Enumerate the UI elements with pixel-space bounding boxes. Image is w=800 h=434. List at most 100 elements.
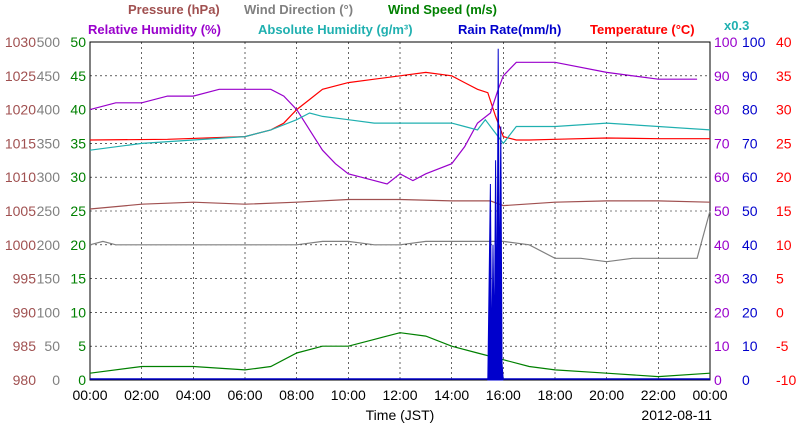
y-tick-temperature: 0 <box>776 304 784 320</box>
grid <box>90 42 710 380</box>
y-tick-humidity: 20 <box>714 304 730 320</box>
x-tick: 06:00 <box>227 387 262 403</box>
y-tick-rain-rate: 100 <box>742 34 766 50</box>
x-tick: 02:00 <box>124 387 159 403</box>
x-tick: 00:00 <box>692 387 727 403</box>
y-tick-rain-rate: 50 <box>742 203 758 219</box>
y-tick-humidity: 30 <box>714 271 730 287</box>
date-label: 2012-08-11 <box>641 407 712 423</box>
y-tick-wind-direction: 250 <box>37 203 61 219</box>
y-tick-wind-direction: 150 <box>37 271 61 287</box>
y-tick-wind-direction: 300 <box>37 169 61 185</box>
y-tick-rain-rate: 20 <box>742 304 758 320</box>
y-tick-humidity: 90 <box>714 68 730 84</box>
y-tick-humidity: 100 <box>714 34 738 50</box>
y-tick-wind-speed: 35 <box>70 135 86 151</box>
y-tick-wind-speed: 45 <box>70 68 86 84</box>
y-tick-temperature: -10 <box>776 372 796 388</box>
title-temperature: Temperature (°C) <box>590 22 695 37</box>
y-tick-wind-speed: 15 <box>70 271 86 287</box>
y-tick-pressure: 985 <box>13 338 37 354</box>
x-tick: 08:00 <box>279 387 314 403</box>
y-tick-wind-direction: 0 <box>52 372 60 388</box>
y-tick-temperature: 5 <box>776 271 784 287</box>
y-tick-wind-direction: 450 <box>37 68 61 84</box>
y-tick-temperature: 10 <box>776 237 792 253</box>
y-tick-temperature: 15 <box>776 203 792 219</box>
y-tick-wind-direction: 400 <box>37 102 61 118</box>
title-wind-speed: Wind Speed (m/s) <box>388 2 497 17</box>
x-tick: 00:00 <box>72 387 107 403</box>
y-tick-pressure: 1010 <box>5 169 36 185</box>
x-tick: 14:00 <box>434 387 469 403</box>
y-tick-pressure: 1025 <box>5 68 36 84</box>
y-tick-wind-direction: 200 <box>37 237 61 253</box>
y-tick-wind-direction: 500 <box>37 34 61 50</box>
y-tick-wind-speed: 20 <box>70 237 86 253</box>
y-tick-humidity: 10 <box>714 338 730 354</box>
y-tick-temperature: -5 <box>776 338 789 354</box>
y-tick-rain-rate: 60 <box>742 169 758 185</box>
title-rain-rate: Rain Rate(mm/h) <box>458 22 561 37</box>
y-tick-wind-speed: 30 <box>70 169 86 185</box>
x-tick: 20:00 <box>589 387 624 403</box>
y-tick-labels: 9809859909951000100510101015102010251030… <box>5 34 797 388</box>
y-tick-wind-direction: 50 <box>44 338 60 354</box>
x-tick: 16:00 <box>486 387 521 403</box>
y-tick-rain-rate: 40 <box>742 237 758 253</box>
y-tick-temperature: 40 <box>776 34 792 50</box>
y-tick-humidity: 40 <box>714 237 730 253</box>
y-tick-pressure: 1030 <box>5 34 36 50</box>
y-tick-pressure: 1005 <box>5 203 36 219</box>
y-tick-wind-speed: 50 <box>70 34 86 50</box>
x-axis-label: Time (JST) <box>366 407 435 423</box>
y-tick-temperature: 20 <box>776 169 792 185</box>
x-tick: 22:00 <box>641 387 676 403</box>
x-tick-labels: 00:00 02:00 04:00 06:00 08:00 10:00 12:00 14:00… <box>72 387 727 403</box>
x-tick: 12:00 <box>382 387 417 403</box>
y-tick-wind-speed: 5 <box>78 338 86 354</box>
y-tick-pressure: 1015 <box>5 135 36 151</box>
series-temperature-c <box>89 71 710 141</box>
x-tick: 10:00 <box>331 387 366 403</box>
y-tick-pressure: 990 <box>13 304 37 320</box>
y-tick-rain-rate: 30 <box>742 271 758 287</box>
series-relative-humidity <box>89 61 698 185</box>
y-tick-rain-rate: 90 <box>742 68 758 84</box>
y-tick-wind-speed: 0 <box>78 372 86 388</box>
y-tick-temperature: 25 <box>776 135 792 151</box>
y-tick-wind-direction: 100 <box>37 304 61 320</box>
series-pressure-hpa <box>89 198 711 210</box>
x-tick: 04:00 <box>176 387 211 403</box>
y-tick-pressure: 995 <box>13 271 37 287</box>
series-absolute-humidity-g-m <box>89 112 711 151</box>
title-wind-direction: Wind Direction (°) <box>244 2 353 17</box>
series-layer <box>89 48 711 381</box>
y-tick-humidity: 60 <box>714 169 730 185</box>
series-wind-direction <box>89 210 711 263</box>
y-tick-wind-speed: 25 <box>70 203 86 219</box>
y-tick-rain-rate: 0 <box>742 372 750 388</box>
y-tick-wind-direction: 350 <box>37 135 61 151</box>
series-rain-rate-mm-h <box>487 48 504 381</box>
rain-scale-note: x0.3 <box>724 18 749 33</box>
y-tick-temperature: 35 <box>776 68 792 84</box>
y-tick-humidity: 50 <box>714 203 730 219</box>
title-absolute-humidity: Absolute Humidity (g/m³) <box>258 22 413 37</box>
y-tick-humidity: 70 <box>714 135 730 151</box>
title-relative-humidity: Relative Humidity (%) <box>88 22 221 37</box>
y-tick-pressure: 980 <box>13 372 37 388</box>
y-tick-rain-rate: 10 <box>742 338 758 354</box>
y-tick-wind-speed: 40 <box>70 102 86 118</box>
y-tick-temperature: 30 <box>776 102 792 118</box>
title-pressure: Pressure (hPa) <box>128 2 220 17</box>
y-tick-rain-rate: 70 <box>742 135 758 151</box>
y-tick-pressure: 1000 <box>5 237 36 253</box>
y-tick-rain-rate: 80 <box>742 102 758 118</box>
y-tick-wind-speed: 10 <box>70 304 86 320</box>
y-tick-humidity: 0 <box>714 372 722 388</box>
y-tick-humidity: 80 <box>714 102 730 118</box>
x-tick: 18:00 <box>537 387 572 403</box>
y-tick-pressure: 1020 <box>5 102 36 118</box>
